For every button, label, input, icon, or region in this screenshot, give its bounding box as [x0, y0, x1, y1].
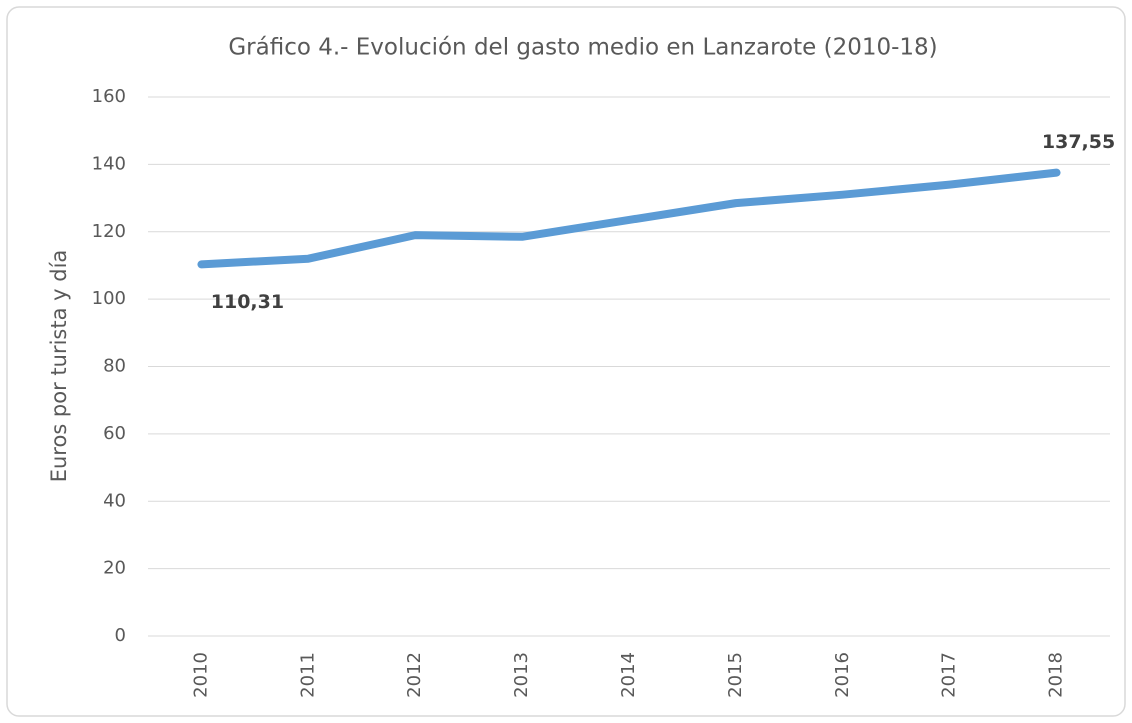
y-tick-label: 60: [103, 423, 126, 444]
chart-border: [6, 6, 1126, 717]
y-tick-label: 160: [92, 86, 126, 107]
x-tick-label: 2018: [1046, 652, 1067, 698]
data-label: 110,31: [211, 291, 284, 313]
x-tick-label: 2015: [725, 652, 746, 698]
y-tick-label: 100: [92, 288, 126, 309]
x-tick-label: 2010: [190, 652, 211, 698]
chart-title: Gráfico 4.- Evolución del gasto medio en…: [228, 35, 937, 61]
x-tick-label: 2011: [297, 652, 318, 698]
y-tick-label: 40: [103, 490, 126, 511]
x-tick-label: 2016: [832, 652, 853, 698]
x-tick-label: 2012: [404, 652, 425, 698]
data-line: [197, 168, 1061, 269]
y-tick-label: 20: [103, 558, 126, 579]
x-tick-label: 2014: [618, 652, 639, 698]
y-tick-label: 140: [92, 153, 126, 174]
y-axis-label: Euros por turista y día: [47, 250, 71, 483]
y-tick-label: 120: [92, 221, 126, 242]
x-tick-label: 2017: [939, 652, 960, 698]
y-tick-label: 80: [103, 356, 126, 377]
data-label: 137,55: [1042, 131, 1115, 153]
y-tick-label: 0: [115, 625, 126, 646]
x-tick-label: 2013: [511, 652, 532, 698]
